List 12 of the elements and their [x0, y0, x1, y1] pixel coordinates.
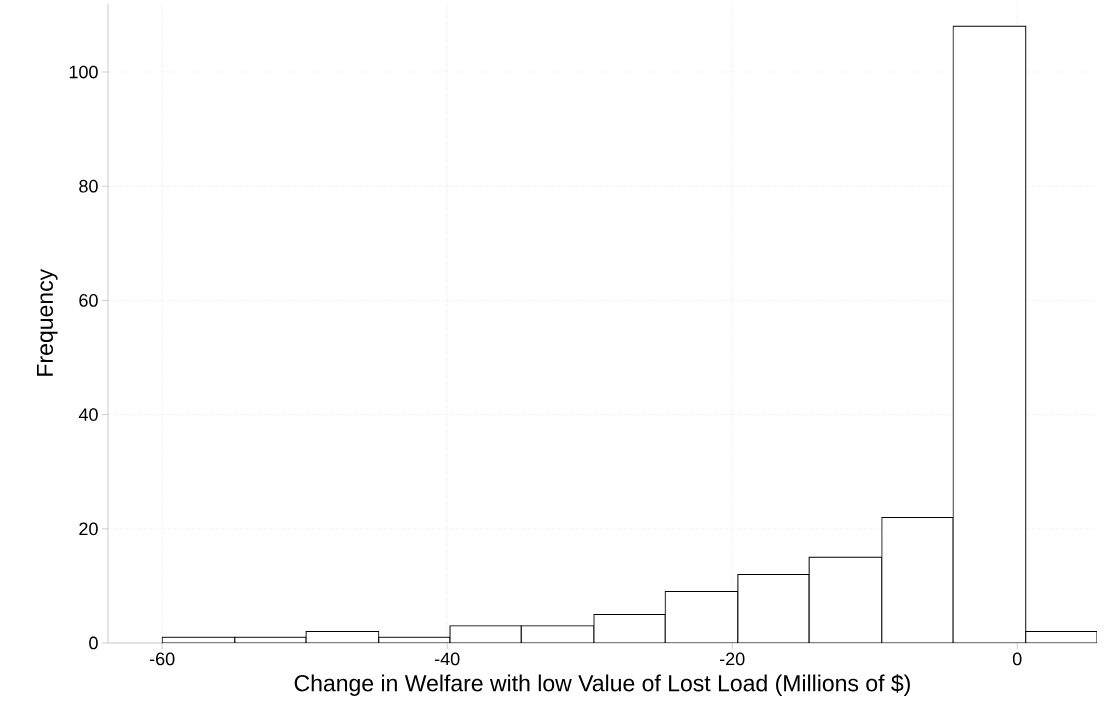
y-tick-label: 100 [69, 65, 98, 79]
x-tick-label: -60 [149, 652, 175, 666]
x-tick-label: 0 [1012, 652, 1022, 666]
y-tick-label: 0 [89, 636, 98, 650]
y-tick-label: 60 [79, 294, 98, 307]
y-tick-label: 80 [79, 179, 98, 193]
x-tick-label: -20 [719, 652, 745, 666]
x-tick-label: -40 [434, 652, 460, 666]
y-tick-label: 40 [78, 408, 98, 421]
x-axis-title: Change in Welfare with low Value of Lost Load (Millions of $) [294, 674, 910, 696]
y-tick-label: 20 [79, 522, 98, 536]
y-axis-title: Frequency [36, 268, 58, 376]
